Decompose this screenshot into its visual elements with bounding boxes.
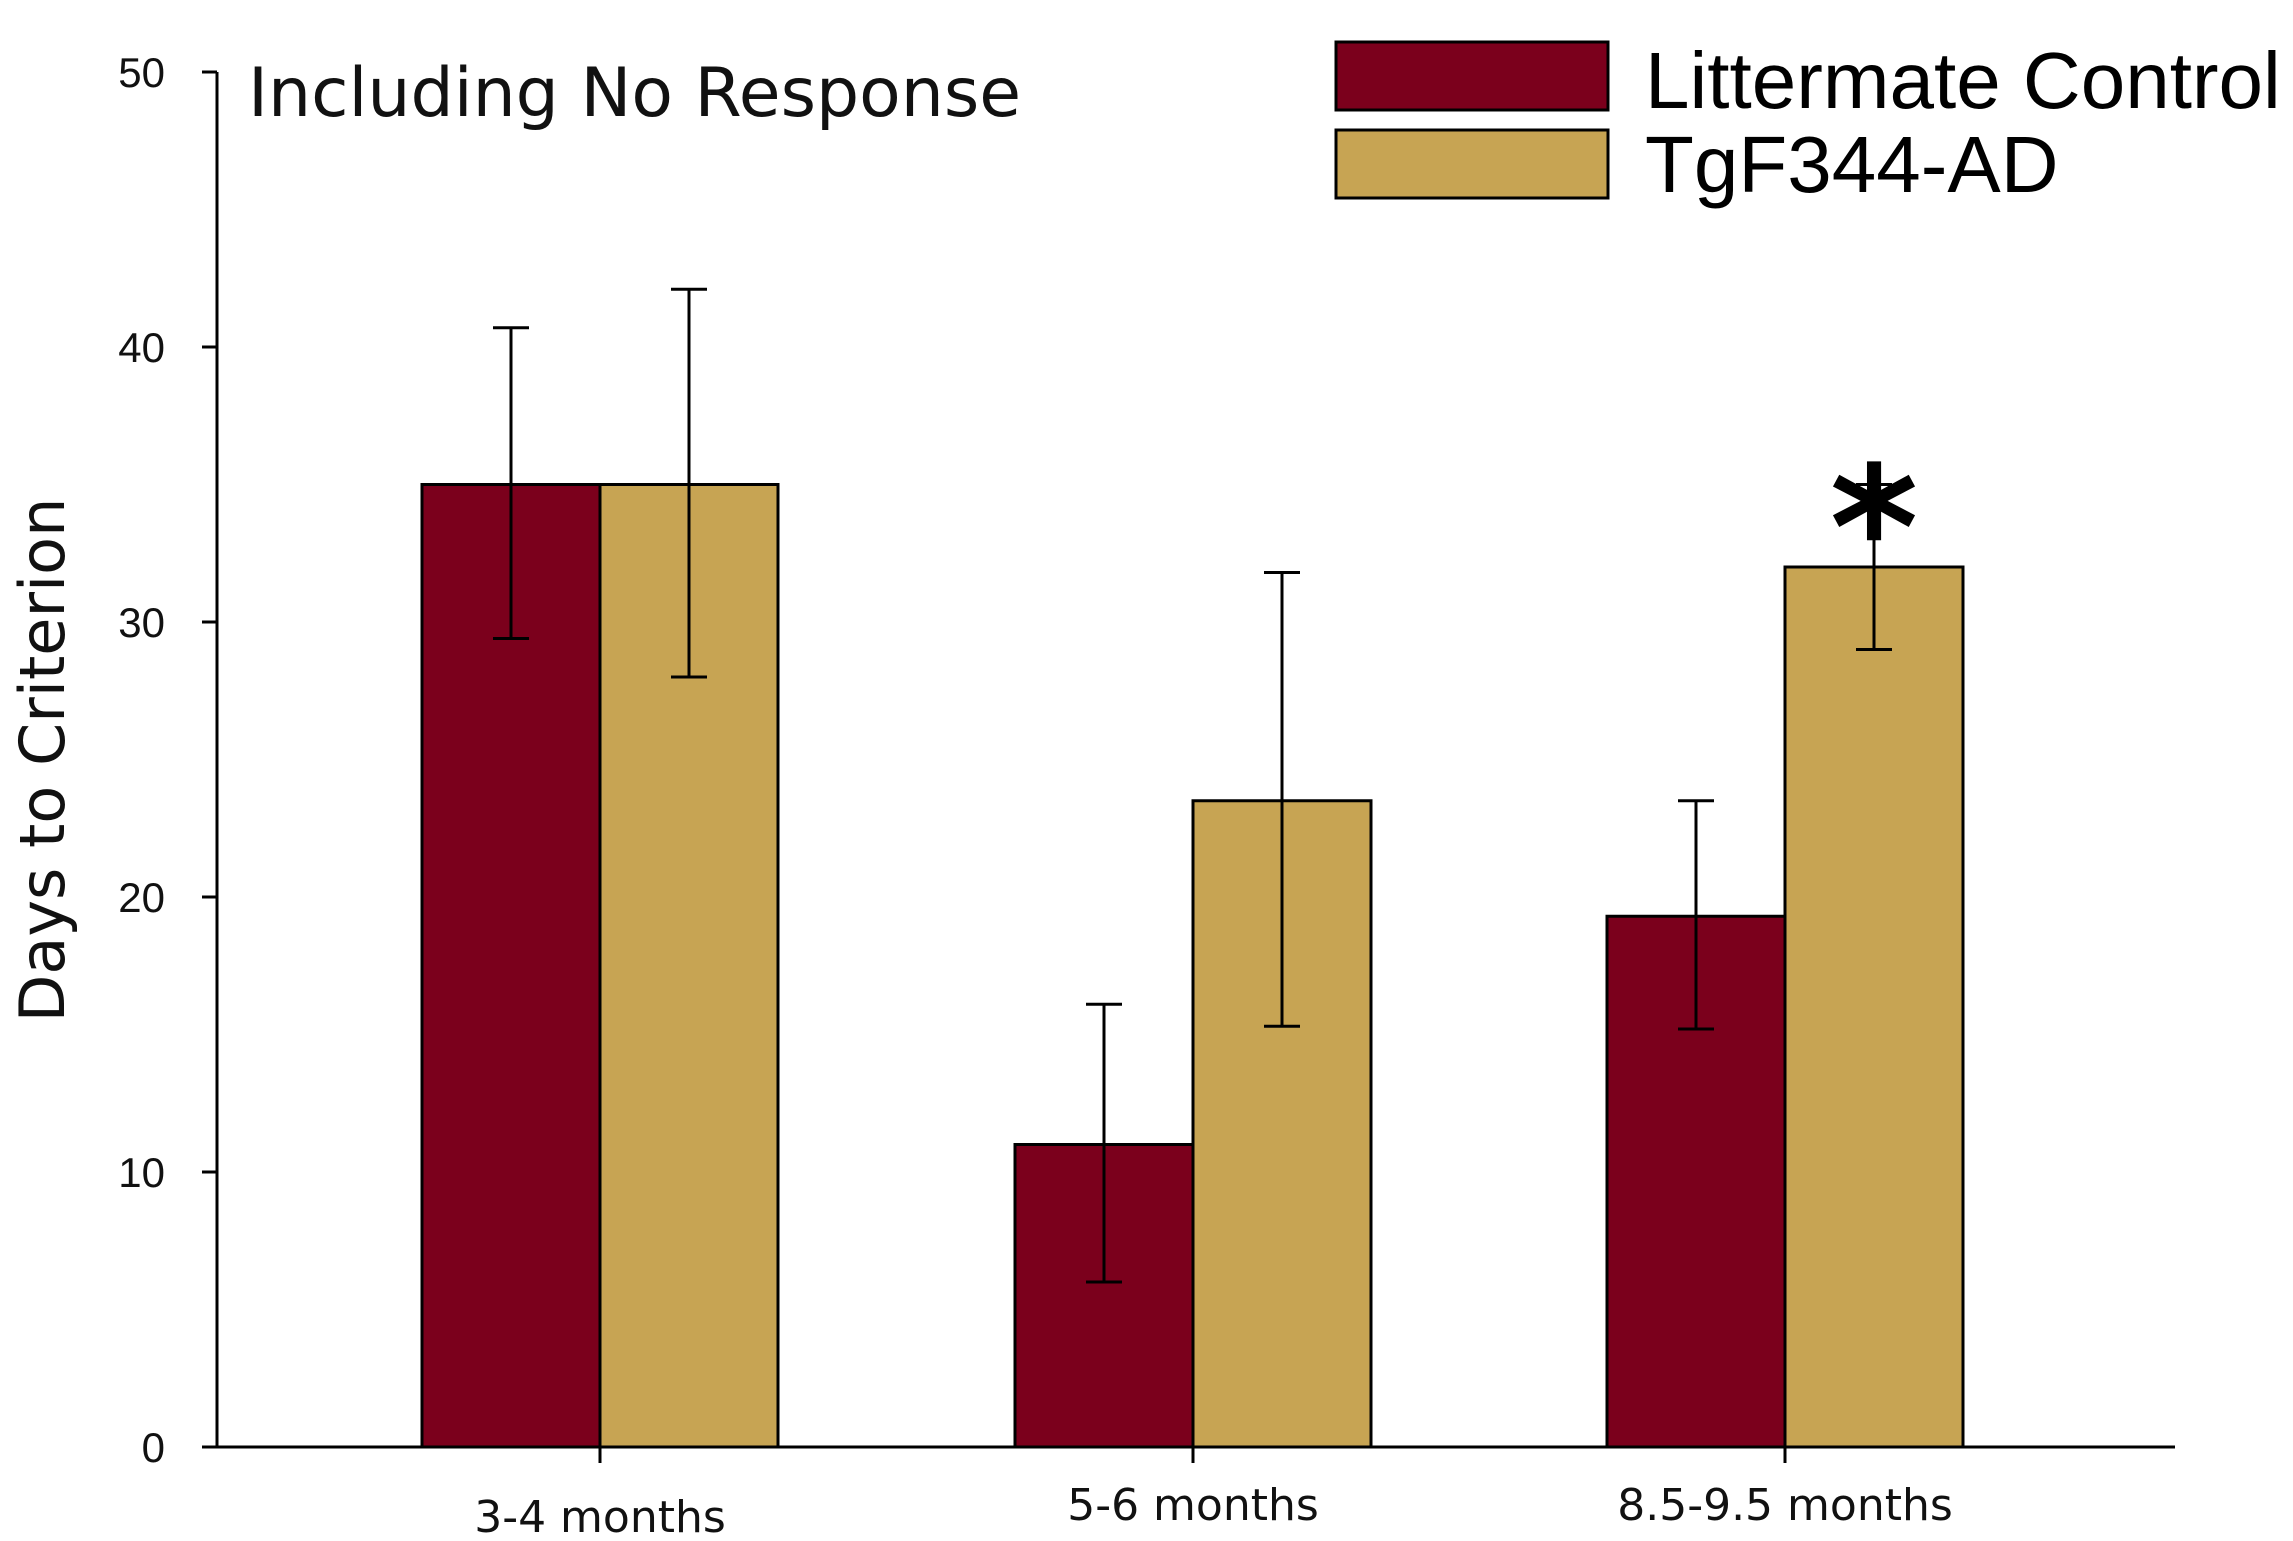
y-axis-label: Days to Criterion xyxy=(6,498,79,1023)
error-bar-tgf344-ad-5-6-months xyxy=(1264,571,1300,1028)
y-tick-label-40: 40 xyxy=(118,324,165,371)
x-tick-label-5-6-months: 5-6 months xyxy=(1067,1480,1319,1531)
bars xyxy=(420,483,1965,1449)
y-tick-label-50: 50 xyxy=(118,49,165,96)
y-tick-label-10: 10 xyxy=(118,1149,165,1196)
y-tick-label-30: 30 xyxy=(118,599,165,646)
error-bar-littermate-control-3-4-months xyxy=(493,326,529,640)
y-tick-label-0: 0 xyxy=(142,1424,165,1471)
legend: Littermate Control TgF344-AD xyxy=(1334,36,2281,209)
error-bar-littermate-control-5-6-months xyxy=(1086,1002,1122,1284)
error-bars xyxy=(493,287,1892,1284)
error-bar-tgf344-ad-8-5-9-5-months xyxy=(1856,483,1892,651)
significance-asterisk: * xyxy=(1830,431,1919,629)
y-ticks: 0 10 20 30 40 50 xyxy=(118,49,217,1471)
bar-tgf344-ad-8-5-9-5-months xyxy=(1783,565,1965,1449)
error-bar-tgf344-ad-3-4-months xyxy=(671,287,707,679)
legend-label-tgf344-ad: TgF344-AD xyxy=(1645,120,2058,209)
error-bar-littermate-control-8-5-9-5-months xyxy=(1678,799,1714,1031)
legend-swatch-tgf344-ad xyxy=(1334,128,1610,200)
legend-label-littermate-control: Littermate Control xyxy=(1645,36,2281,125)
y-tick-label-20: 20 xyxy=(118,874,165,921)
x-ticks: 3-4 months 5-6 months 8.5-9.5 months xyxy=(474,1447,1953,1541)
legend-swatch-littermate-control xyxy=(1334,40,1610,112)
chart-title: Including No Response xyxy=(248,54,1021,133)
x-tick-label-8-5-9-5-months: 8.5-9.5 months xyxy=(1617,1480,1953,1531)
x-tick-label-3-4-months: 3-4 months xyxy=(474,1492,726,1541)
bar-littermate-control-3-4-months xyxy=(420,483,602,1449)
